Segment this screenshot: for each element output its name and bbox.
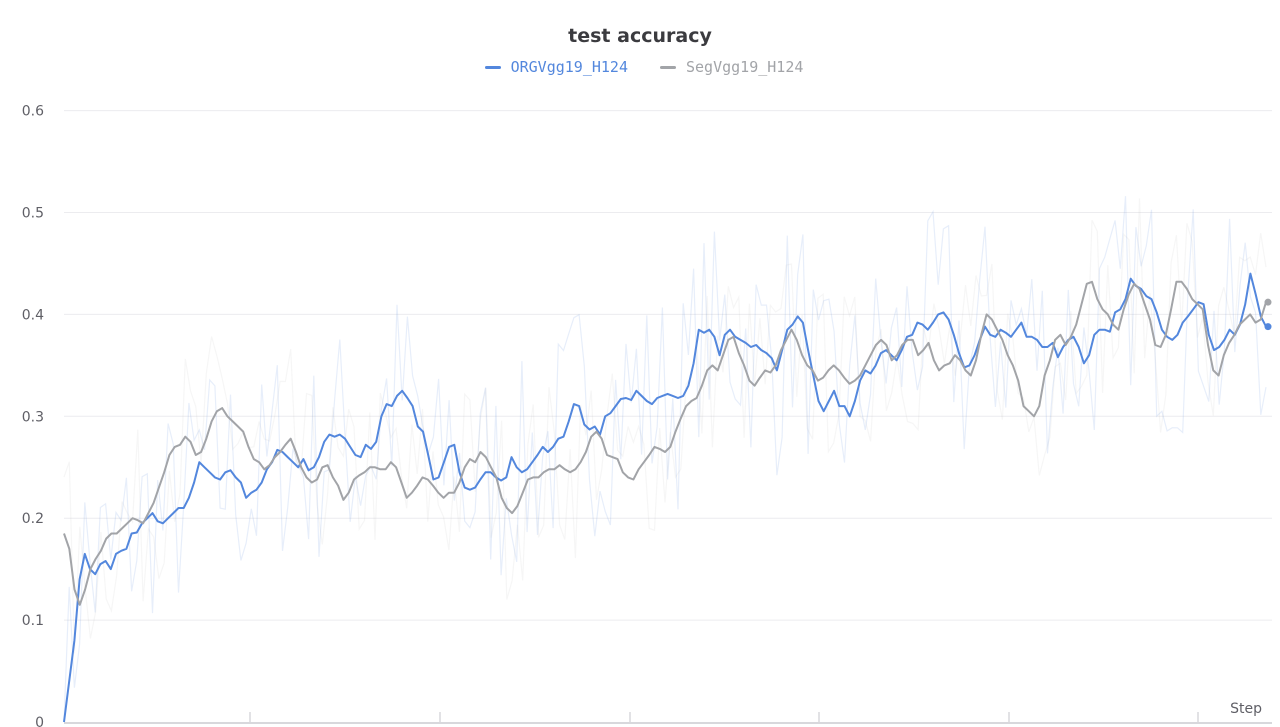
smoothed-series-layer — [63, 272, 1272, 723]
series-line-segvgg19 — [63, 280, 1267, 606]
raw-series-layer — [63, 196, 1267, 723]
legend-swatch-orgvgg19 — [484, 65, 501, 69]
grid — [64, 110, 1272, 621]
x-axis-label: Step — [1230, 701, 1262, 717]
legend: ORGVgg19_H124 SegVgg19_H124 — [0, 58, 1280, 76]
legend-swatch-segvgg19 — [660, 65, 676, 69]
legend-item-orgvgg19[interactable]: ORGVgg19_H124 — [477, 58, 628, 76]
y-tick-label: 0 — [35, 715, 44, 727]
y-tick-label: 0.1 — [22, 613, 44, 629]
y-tick-label: 0.3 — [22, 409, 44, 425]
raw-line-segvgg19 — [63, 198, 1267, 654]
x-axis — [64, 712, 1272, 724]
y-tick-label: 0.6 — [22, 104, 44, 120]
y-tick-label: 0.4 — [22, 307, 44, 323]
series-endpoint-segvgg19 — [1264, 298, 1272, 306]
legend-item-segvgg19[interactable]: SegVgg19_H124 — [652, 58, 803, 76]
y-axis: 0 0.1 0.2 0.3 0.4 0.5 0.6 — [22, 104, 44, 727]
raw-line-orgvgg19 — [63, 196, 1267, 723]
series-endpoint-orgvgg19 — [1264, 323, 1272, 331]
legend-label-orgvgg19: ORGVgg19_H124 — [510, 58, 628, 76]
y-tick-label: 0.5 — [22, 206, 44, 222]
y-tick-label: 0.2 — [22, 511, 44, 527]
legend-label-segvgg19: SegVgg19_H124 — [686, 58, 804, 76]
chart-title: test accuracy — [568, 25, 712, 47]
